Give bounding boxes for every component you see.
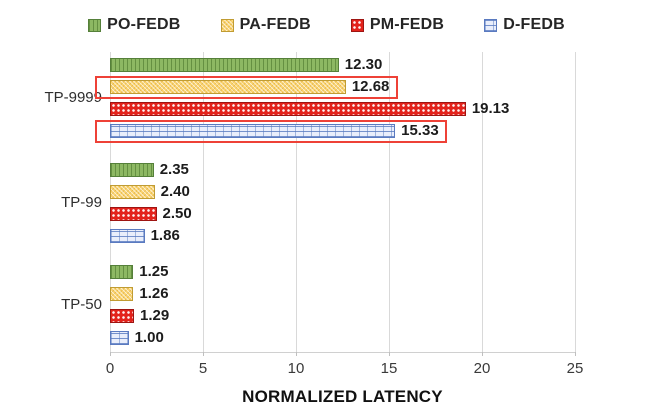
gridline bbox=[110, 52, 111, 352]
category-label-tp-9999: TP-9999 bbox=[44, 89, 102, 106]
value-label: 12.30 bbox=[344, 56, 383, 73]
gridline bbox=[482, 52, 483, 352]
x-axis-title: NORMALIZED LATENCY bbox=[242, 387, 443, 406]
x-tick-label: 5 bbox=[198, 360, 208, 377]
x-tick-label: 25 bbox=[566, 360, 584, 377]
value-label: 19.13 bbox=[471, 100, 510, 117]
x-tick bbox=[575, 352, 576, 356]
x-tick bbox=[389, 352, 390, 356]
gridline bbox=[203, 52, 204, 352]
value-label: 1.25 bbox=[139, 263, 169, 280]
category-label-tp-99: TP-99 bbox=[61, 194, 102, 211]
legend-item-d-fedb: D-FEDB bbox=[484, 16, 565, 34]
value-label: 1.86 bbox=[150, 227, 180, 244]
bar-d-fedb-tp-9999 bbox=[110, 124, 396, 138]
value-label: 15.33 bbox=[401, 122, 439, 139]
x-tick-label: 0 bbox=[105, 360, 115, 377]
x-axis-line bbox=[110, 352, 576, 353]
gridline bbox=[296, 52, 297, 352]
gridline bbox=[389, 52, 390, 352]
x-tick bbox=[296, 352, 297, 356]
bar-d-fedb-tp-50 bbox=[110, 331, 129, 345]
value-label: 1.26 bbox=[139, 285, 169, 302]
legend-swatch-icon bbox=[484, 18, 498, 32]
bar-pm-fedb-tp-9999 bbox=[110, 102, 466, 116]
value-label: 2.50 bbox=[162, 205, 192, 222]
bar-pa-fedb-tp-9999 bbox=[110, 80, 346, 94]
legend-swatch-icon bbox=[220, 18, 234, 32]
legend-swatch-icon bbox=[88, 18, 102, 32]
x-tick-label: 15 bbox=[380, 360, 398, 377]
legend-label: PA-FEDB bbox=[239, 16, 311, 33]
legend-label: D-FEDB bbox=[503, 16, 565, 33]
x-tick bbox=[482, 352, 483, 356]
legend-item-po-fedb: PO-FEDB bbox=[88, 16, 180, 34]
value-label: 2.35 bbox=[159, 161, 189, 178]
bar-pa-fedb-tp-99 bbox=[110, 185, 155, 199]
value-label: 1.00 bbox=[134, 329, 164, 346]
legend-swatch-icon bbox=[350, 18, 364, 32]
value-label: 12.68 bbox=[351, 78, 390, 95]
bar-po-fedb-tp-99 bbox=[110, 163, 154, 177]
legend-label: PO-FEDB bbox=[107, 16, 181, 33]
category-label-tp-50: TP-50 bbox=[61, 296, 102, 313]
bar-d-fedb-tp-99 bbox=[110, 229, 145, 243]
legend-item-pa-fedb: PA-FEDB bbox=[220, 16, 311, 34]
legend-label: PM-FEDB bbox=[369, 16, 445, 33]
bar-po-fedb-tp-50 bbox=[110, 265, 134, 279]
x-tick bbox=[203, 352, 204, 356]
value-label: 1.29 bbox=[139, 307, 170, 324]
bar-pm-fedb-tp-50 bbox=[110, 309, 134, 323]
legend: PO-FEDB PA-FEDB PM-FEDB D-FEDB bbox=[0, 16, 653, 34]
value-label: 2.40 bbox=[160, 183, 190, 200]
x-tick-label: 20 bbox=[473, 360, 491, 377]
legend-item-pm-fedb: PM-FEDB bbox=[350, 16, 445, 34]
gridline bbox=[575, 52, 576, 352]
x-tick bbox=[110, 352, 111, 356]
bar-pm-fedb-tp-99 bbox=[110, 207, 157, 221]
bar-pa-fedb-tp-50 bbox=[110, 287, 134, 301]
plot-area: 12.30 2.35 1.25 12.68 2.40 1.26 19.13 2.50 1.29 1… bbox=[95, 52, 576, 352]
bar-po-fedb-tp-9999 bbox=[110, 58, 339, 72]
x-tick-label: 10 bbox=[287, 360, 305, 377]
